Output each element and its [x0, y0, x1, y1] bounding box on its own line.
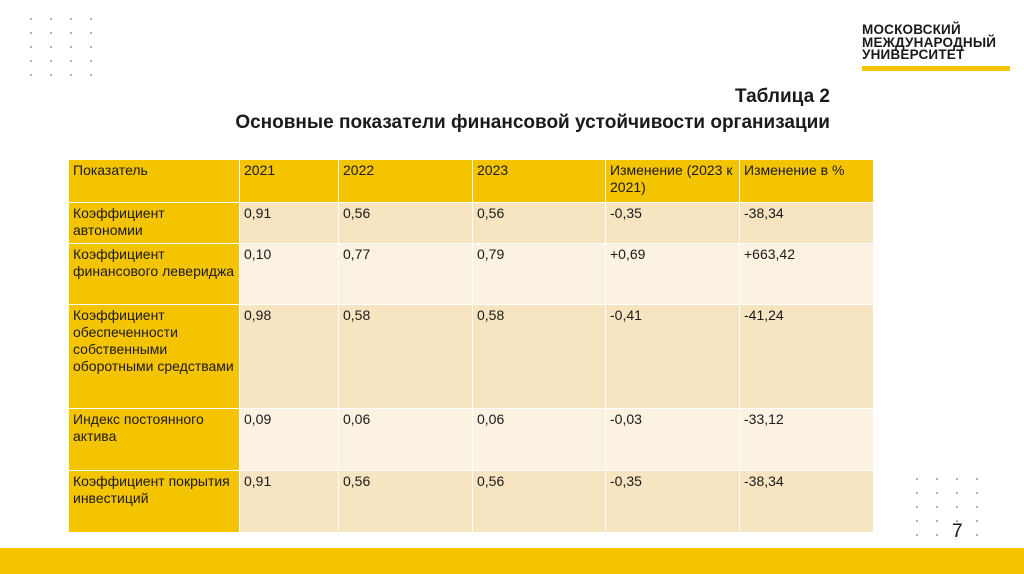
logo-underline — [862, 65, 1010, 71]
financial-stability-table: Показатель 2021 2022 2023 Изменение (202… — [68, 159, 874, 533]
value-cell: +0,69 — [605, 243, 740, 305]
decorative-dot — [90, 46, 92, 48]
slide-title: Таблица 2 Основные показатели финансовой… — [235, 84, 830, 136]
decorative-dot — [70, 32, 72, 34]
logo-line-1: МОСКОВСКИЙ — [862, 22, 961, 37]
value-cell: 0,98 — [239, 304, 339, 409]
decorative-dot — [976, 506, 978, 508]
indicator-name: Индекс постоянного актива — [68, 408, 240, 471]
decorative-dot — [936, 534, 938, 536]
decorative-dot — [916, 520, 918, 522]
value-cell: 0,09 — [239, 408, 339, 471]
bottom-accent-bar — [0, 548, 1024, 574]
decorative-dot — [976, 478, 978, 480]
table-header-row: Показатель 2021 2022 2023 Изменение (202… — [68, 159, 874, 203]
decorative-dot — [956, 534, 958, 536]
decorative-dot — [30, 74, 32, 76]
value-cell: -38,34 — [739, 470, 874, 533]
value-cell: -33,12 — [739, 408, 874, 471]
decorative-dot — [50, 60, 52, 62]
value-cell: 0,56 — [338, 470, 473, 533]
header-cell: 2021 — [239, 159, 339, 203]
value-cell: 0,77 — [338, 243, 473, 305]
indicator-name: Коэффициент обеспеченности собственными … — [68, 304, 240, 409]
decorative-dot — [916, 492, 918, 494]
value-cell: 0,58 — [338, 304, 473, 409]
indicator-name: Коэффициент покрытия инвестиций — [68, 470, 240, 533]
decorative-dot — [30, 46, 32, 48]
decorative-dot — [916, 506, 918, 508]
value-cell: 0,56 — [472, 202, 606, 244]
header-cell: 2023 — [472, 159, 606, 203]
decorative-dot — [70, 74, 72, 76]
table-row: Коэффициент обеспеченности собственными … — [68, 304, 874, 409]
value-cell: 0,79 — [472, 243, 606, 305]
value-cell: -0,03 — [605, 408, 740, 471]
value-cell: +663,42 — [739, 243, 874, 305]
table-title: Основные показатели финансовой устойчиво… — [235, 112, 830, 133]
value-cell: -0,35 — [605, 202, 740, 244]
table-row: Коэффициент финансового левериджа 0,10 0… — [68, 243, 874, 305]
logo-line-3: УНИВЕРСИТЕТ — [862, 47, 965, 62]
decorative-dot — [30, 60, 32, 62]
value-cell: 0,91 — [239, 202, 339, 244]
decorative-dot — [90, 74, 92, 76]
value-cell: 0,56 — [338, 202, 473, 244]
decorative-dot — [50, 74, 52, 76]
decorative-dot — [956, 506, 958, 508]
decorative-dot — [936, 506, 938, 508]
decorative-dot — [936, 520, 938, 522]
logo-line-2: МЕЖДУНАРОДНЫЙ — [862, 34, 997, 50]
value-cell: 0,06 — [472, 408, 606, 471]
decorative-dot — [50, 32, 52, 34]
value-cell: 0,58 — [472, 304, 606, 409]
decorative-dot — [936, 492, 938, 494]
table-row: Коэффициент покрытия инвестиций 0,91 0,5… — [68, 470, 874, 533]
decorative-dot — [90, 60, 92, 62]
value-cell: 0,56 — [472, 470, 606, 533]
decorative-dot — [976, 520, 978, 522]
decorative-dot — [916, 478, 918, 480]
header-cell: Изменение в % — [739, 159, 874, 203]
header-cell: Изменение (2023 к 2021) — [605, 159, 740, 203]
university-logo: МОСКОВСКИЙ МЕЖДУНАРОДНЫЙ УНИВЕРСИТЕТ — [862, 22, 1012, 71]
decorative-dot — [956, 478, 958, 480]
page-number: 7 — [952, 521, 963, 542]
value-cell: -0,41 — [605, 304, 740, 409]
value-cell: 0,06 — [338, 408, 473, 471]
decorative-dot — [976, 492, 978, 494]
decorative-dot — [70, 18, 72, 20]
indicator-name: Коэффициент финансового левериджа — [68, 243, 240, 305]
decorative-dot — [916, 534, 918, 536]
header-cell: Показатель — [68, 159, 240, 203]
decorative-dot — [956, 492, 958, 494]
decorative-dot — [90, 18, 92, 20]
table-row: Коэффициент автономии 0,91 0,56 0,56 -0,… — [68, 202, 874, 244]
decorative-dot — [90, 32, 92, 34]
value-cell: 0,10 — [239, 243, 339, 305]
decorative-dot — [70, 46, 72, 48]
value-cell: 0,91 — [239, 470, 339, 533]
table-caption: Таблица 2 — [734, 86, 830, 107]
value-cell: -0,35 — [605, 470, 740, 533]
decorative-dot — [50, 46, 52, 48]
decorative-dot — [30, 32, 32, 34]
decorative-dot — [50, 18, 52, 20]
value-cell: -41,24 — [739, 304, 874, 409]
decorative-dot — [936, 478, 938, 480]
table-row: Индекс постоянного актива 0,09 0,06 0,06… — [68, 408, 874, 471]
header-cell: 2022 — [338, 159, 473, 203]
value-cell: -38,34 — [739, 202, 874, 244]
decorative-dot — [30, 18, 32, 20]
decorative-dot — [70, 60, 72, 62]
decorative-dot — [956, 520, 958, 522]
decorative-dot — [976, 534, 978, 536]
indicator-name: Коэффициент автономии — [68, 202, 240, 244]
